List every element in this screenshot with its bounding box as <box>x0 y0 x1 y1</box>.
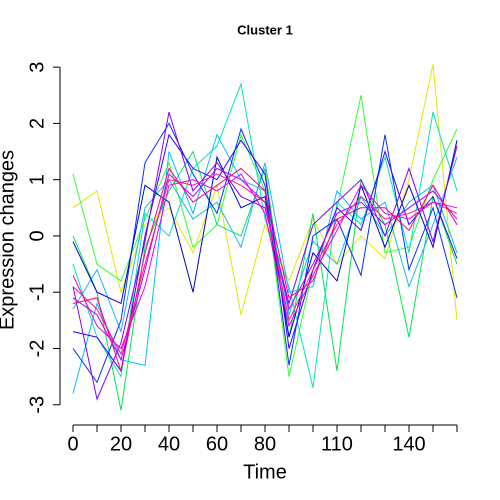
x-tick-label: 60 <box>206 433 228 455</box>
y-tick-label: 2 <box>26 118 48 129</box>
y-tick-label: 3 <box>26 62 48 73</box>
x-tick-label: 140 <box>392 433 425 455</box>
x-tick-label: 40 <box>158 433 180 455</box>
series-line <box>72 122 458 384</box>
y-tick-label: 1 <box>26 174 48 185</box>
y-axis-label: Expression changes <box>0 150 18 330</box>
y-tick-label: -2 <box>26 340 48 358</box>
y-tick-label: 0 <box>26 230 48 241</box>
x-tick-label: 80 <box>254 433 276 455</box>
y-tick-label: -3 <box>26 396 48 414</box>
x-axis-label: Time <box>243 461 287 483</box>
series-line <box>72 95 458 377</box>
series-line <box>72 82 458 388</box>
y-tick-label: -1 <box>26 283 48 301</box>
series-line <box>72 140 458 338</box>
x-tick-label: 110 <box>321 433 353 455</box>
series-line <box>72 133 458 373</box>
series-line <box>72 111 458 401</box>
chart-title: Cluster 1 <box>237 22 293 37</box>
x-tick-label: 0 <box>67 433 78 455</box>
series-line <box>72 167 458 373</box>
x-tick-label: 20 <box>110 433 132 455</box>
series-line <box>72 156 458 334</box>
